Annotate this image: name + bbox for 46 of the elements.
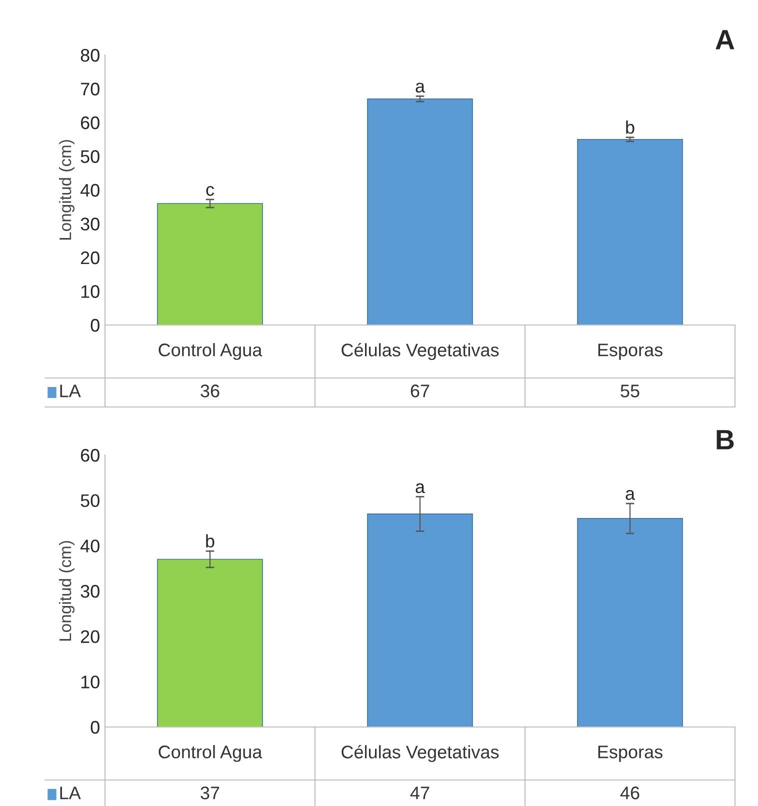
y-axis-title: Longitud (cm): [58, 140, 74, 240]
bar: [367, 514, 473, 727]
y-axis-title: Longitud (cm): [58, 541, 74, 641]
legend-label: LA: [60, 384, 81, 398]
bar: [367, 98, 473, 325]
annotation: b: [626, 120, 634, 134]
y-tick-label: 40: [80, 184, 100, 197]
legend-label: LA: [60, 786, 81, 800]
y-tick-label: 70: [80, 82, 100, 96]
y-tick-label: 0: [90, 318, 100, 332]
y-tick-label: 50: [80, 494, 100, 508]
y-tick-label: 20: [80, 630, 100, 644]
annotation: a: [416, 483, 426, 494]
bar: [157, 203, 263, 325]
text: A: [716, 30, 734, 50]
text: B: [716, 430, 734, 450]
x-tick-label: Esporas: [598, 746, 662, 762]
annotation: c: [206, 186, 214, 196]
y-tick-label: 60: [80, 116, 100, 130]
y-tick-label: 10: [81, 676, 100, 688]
data-label: 37: [200, 786, 220, 800]
x-tick-label: Células Vegetativas: [342, 744, 499, 762]
data-label: 47: [410, 786, 430, 800]
bar: [577, 518, 683, 727]
bar: [577, 138, 683, 325]
y-tick-label: 10: [81, 285, 100, 298]
y-tick-label: 20: [80, 251, 100, 264]
y-tick-label: 30: [80, 584, 100, 598]
y-tick-label: 40: [80, 540, 100, 552]
data-label: 36: [200, 384, 220, 398]
x-tick-label: Esporas: [598, 344, 662, 360]
y-tick-label: 30: [80, 218, 100, 230]
y-tick-label: 80: [80, 48, 100, 62]
bar: [157, 558, 263, 727]
x-tick-label: Células Vegetativas: [342, 342, 499, 360]
annotation: a: [626, 490, 636, 500]
x-tick-label: Control Agua: [158, 343, 262, 360]
y-tick-label: 50: [80, 150, 100, 163]
x-tick-label: Control Agua: [158, 745, 262, 762]
data-label: 67: [410, 384, 430, 398]
annotation: b: [206, 534, 214, 548]
annotation: a: [416, 82, 426, 93]
data-label: 46: [620, 786, 640, 800]
data-label: 55: [620, 384, 640, 398]
y-tick-label: 0: [90, 720, 100, 734]
y-tick-label: 60: [80, 448, 100, 462]
